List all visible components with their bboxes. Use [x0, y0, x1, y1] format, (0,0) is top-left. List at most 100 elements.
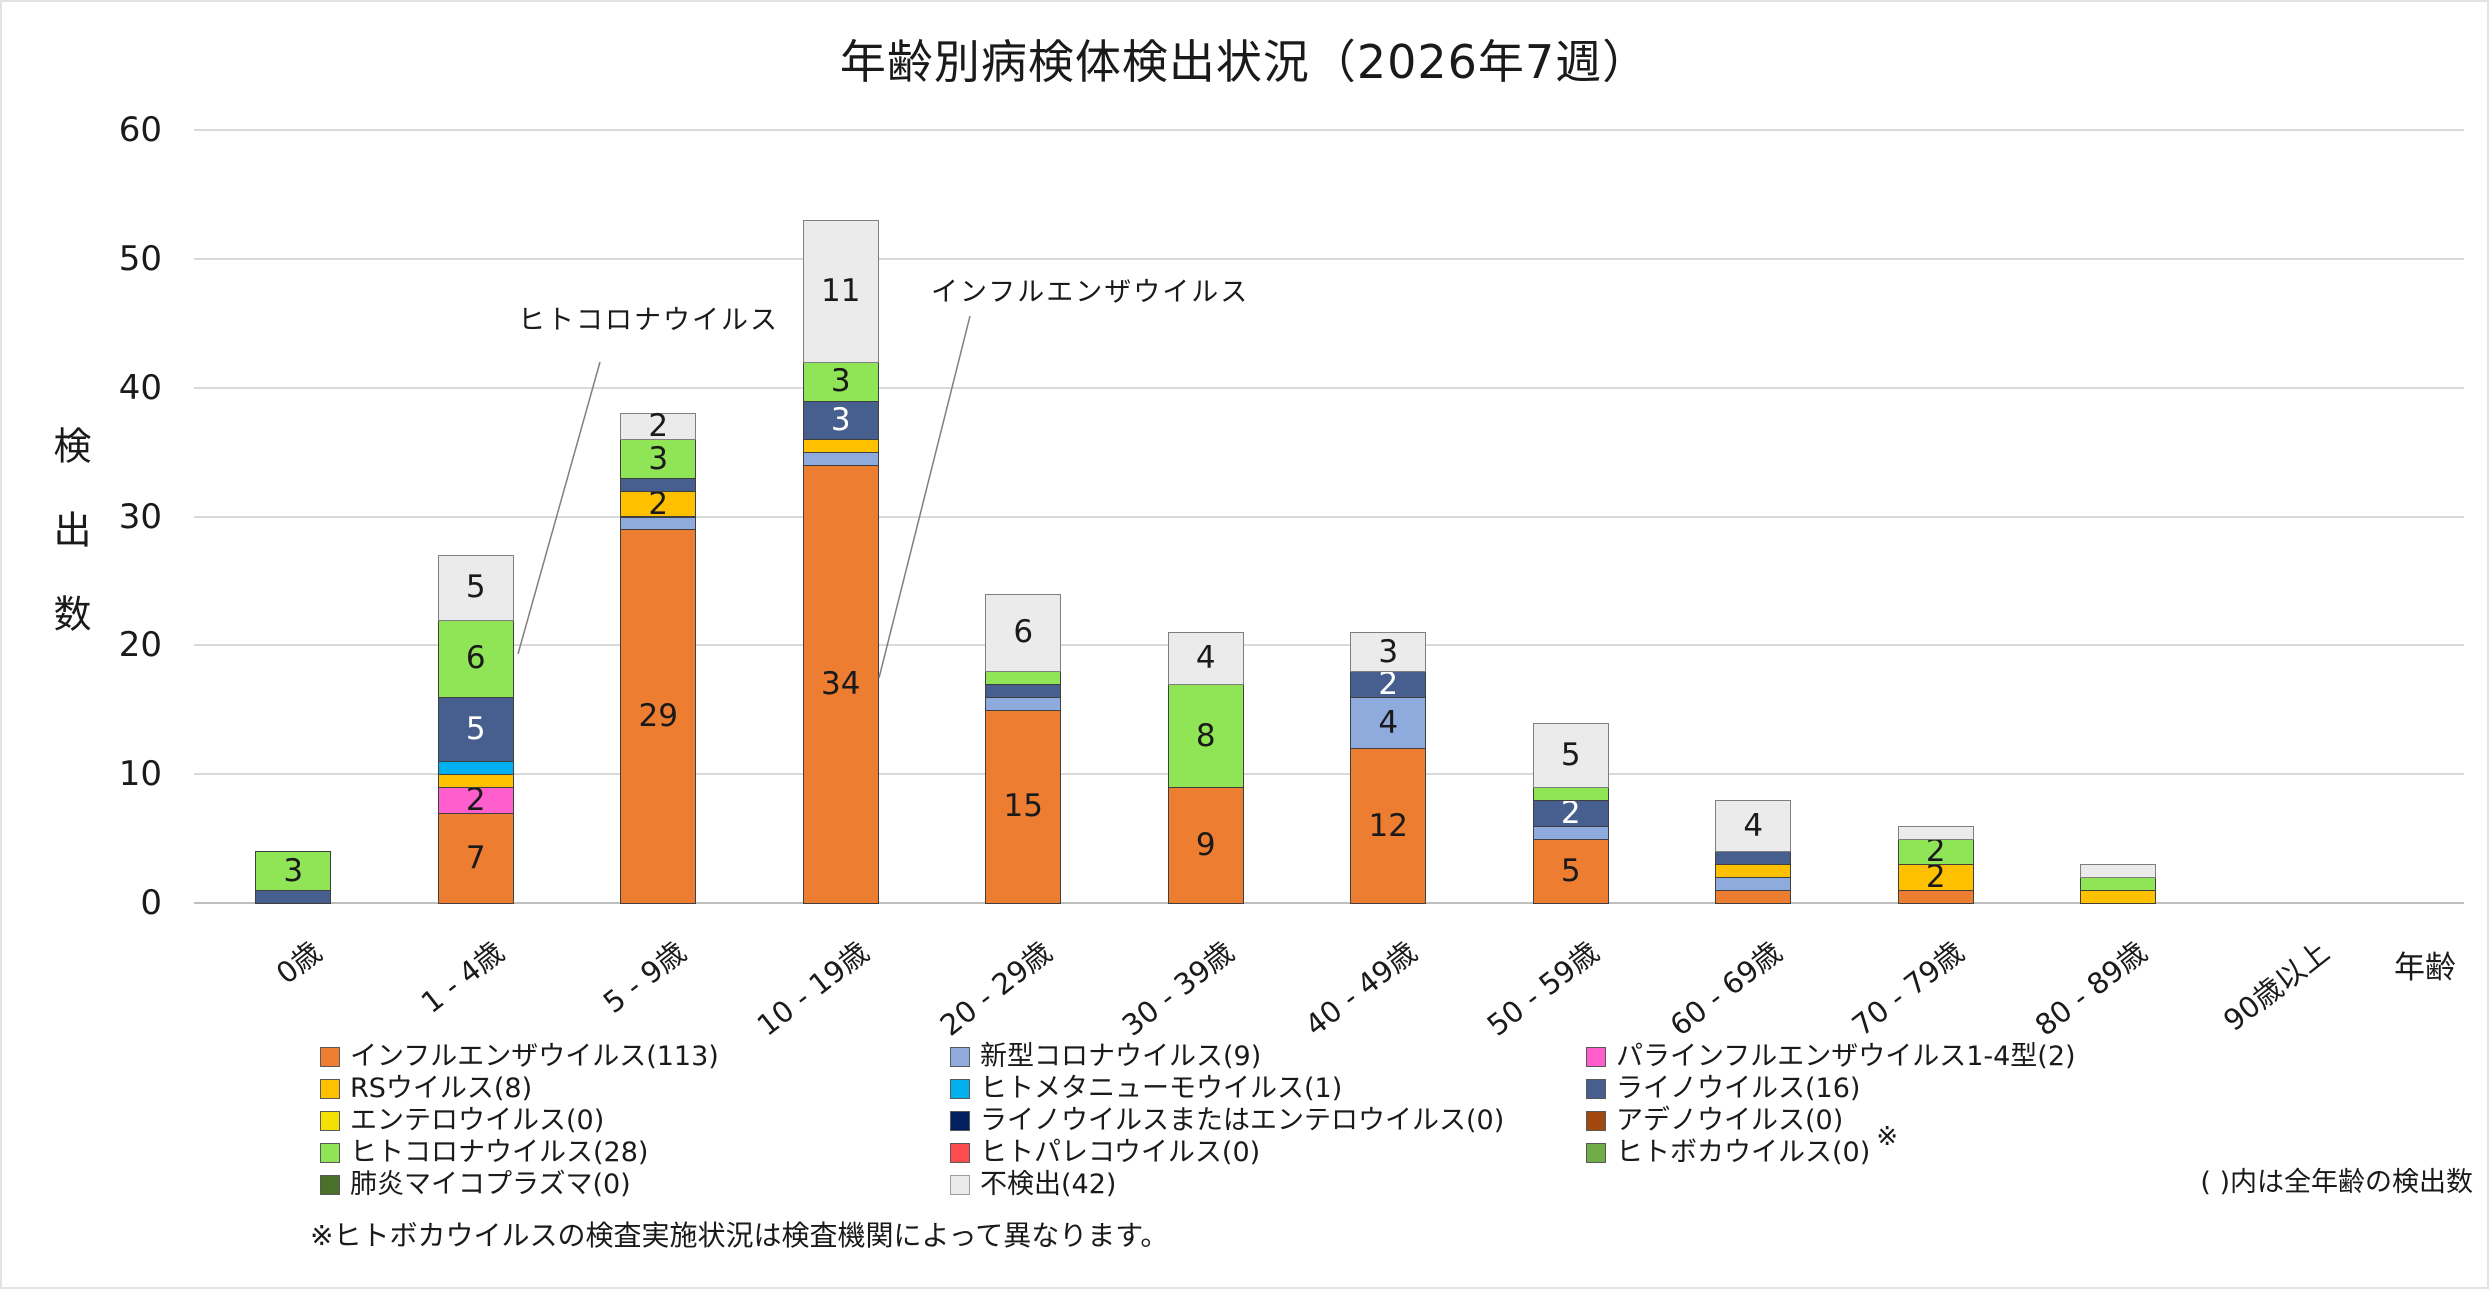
x-axis-label: 10 - 19歳: [750, 934, 876, 1043]
bar-segment: [802, 439, 879, 454]
legend-swatch: [1586, 1079, 1606, 1099]
segment-label: 2: [1925, 859, 1946, 896]
bar-segment: [985, 683, 1062, 698]
legend-swatch: [950, 1175, 970, 1195]
bar-segment: [1715, 799, 1792, 853]
segment-label: 6: [465, 640, 486, 677]
legend-label: 新型コロナウイルス(9): [980, 1041, 1262, 1072]
bar-segment: [985, 696, 1062, 711]
x-axis-label: 60 - 69歳: [1663, 934, 1788, 1043]
segment-label: 7: [465, 839, 486, 876]
x-axis-label: 20 - 29歳: [933, 934, 1058, 1043]
legend-swatch: [320, 1175, 340, 1195]
legend-label: パラインフルエンザウイルス1-4型(2): [1616, 1041, 2076, 1072]
segment-label: 3: [648, 440, 669, 477]
segment-label: 3: [1378, 633, 1399, 670]
segment-label: 6: [1013, 614, 1034, 651]
legend-label: エンテロウイルス(0): [350, 1105, 605, 1136]
gridline: [194, 257, 2464, 260]
bar-segment: [2080, 864, 2157, 879]
y-tick-label: 10: [118, 754, 162, 795]
legend-swatch: [1586, 1143, 1606, 1163]
bar-segment: [620, 439, 697, 479]
legend-swatch: [320, 1111, 340, 1131]
segment-label: 2: [648, 408, 669, 445]
y-tick-label: 50: [118, 238, 162, 279]
bar-segment: [802, 400, 879, 441]
leader-line-influenza: [878, 315, 971, 679]
x-axis-line: [194, 902, 2464, 904]
y-tick-label: 0: [140, 883, 162, 923]
legend-label: ヒトコロナウイルス(28): [350, 1137, 649, 1168]
segment-label: 2: [1560, 794, 1581, 831]
bar-segment: [1167, 683, 1244, 789]
bar-segment: [1897, 825, 1974, 840]
bar-segment: [802, 220, 879, 363]
x-axis-label: 80 - 89歳: [2028, 934, 2153, 1043]
legend-swatch: [950, 1047, 970, 1067]
legend-label: 肺炎マイコプラズマ(0): [350, 1169, 631, 1200]
segment-label: 2: [465, 781, 486, 818]
legend-label: インフルエンザウイルス(113): [350, 1041, 719, 1072]
bar-segment: [620, 477, 697, 492]
y-tick-label: 20: [118, 625, 162, 666]
segment-label: 5: [1560, 736, 1581, 773]
legend-label: ヒトメタニューモウイルス(1): [980, 1073, 1343, 1104]
bar-segment: [255, 851, 332, 892]
bar-segment: [1715, 851, 1792, 866]
bar-segment: [1167, 632, 1244, 685]
annotation-influenza-label: インフルエンザウイルス: [931, 277, 1250, 308]
x-axis-label: 70 - 79歳: [1845, 934, 1971, 1043]
legend-swatch: [320, 1079, 340, 1099]
bar-segment: [437, 812, 514, 904]
gridline: [194, 773, 2464, 776]
bar-segment: [802, 452, 879, 466]
chart-title: 年齢別病検体検出状況（2026年7週）: [839, 35, 1650, 89]
segment-label: 11: [821, 273, 861, 310]
bar-segment: [437, 761, 514, 776]
bar-segment: [620, 413, 697, 441]
legend-swatch: [1586, 1111, 1606, 1131]
legend-swatch: [950, 1111, 970, 1131]
x-axis-label: 40 - 49歳: [1298, 934, 1423, 1043]
bar-segment: [1350, 748, 1427, 904]
segment-label: 2: [648, 485, 669, 522]
leader-line-corona: [517, 361, 601, 655]
bar-segment: [985, 593, 1062, 673]
segment-label: 3: [830, 363, 851, 400]
legend-label: ヒトパレコウイルス(0): [980, 1137, 1261, 1168]
bar-segment: [985, 709, 1062, 904]
segment-label: 4: [1195, 640, 1216, 677]
legend-swatch: [320, 1047, 340, 1067]
y-tick-label: 40: [118, 367, 162, 408]
legend-label: ライノウイルス(16): [1616, 1073, 1861, 1104]
bar-segment: [802, 361, 879, 402]
x-axis-label: 5 - 9歳: [597, 934, 693, 1020]
gridline: [194, 515, 2464, 518]
segment-label: 5: [1560, 852, 1581, 889]
gridline: [194, 386, 2464, 389]
legend-label: ヒトボカウイルス(0) ※: [1616, 1122, 1899, 1168]
bar-segment: [2080, 890, 2157, 904]
legend-swatch: [320, 1143, 340, 1163]
bar-segment: [437, 555, 514, 621]
segment-label: 3: [283, 852, 304, 889]
segment-label: 5: [465, 711, 486, 748]
legend-label: 不検出(42): [980, 1169, 1117, 1200]
y-tick-label: 60: [118, 110, 162, 150]
x-axis-label: 50 - 59歳: [1480, 934, 1606, 1043]
paren-note: ( )内は全年齢の検出数: [2200, 1167, 2473, 1198]
bar-segment: [1350, 632, 1427, 673]
x-axis-label: 1 - 4歳: [414, 934, 511, 1020]
segment-label: 12: [1368, 807, 1408, 844]
bar-segment: [437, 787, 514, 814]
x-axis-title: 年齢: [2394, 950, 2456, 986]
segment-label: 5: [465, 569, 486, 606]
segment-label: 9: [1195, 827, 1216, 864]
bar-segment: [1532, 787, 1609, 801]
gridline: [194, 129, 2464, 131]
bar-segment: [1532, 799, 1609, 827]
bar-segment: [1532, 722, 1609, 789]
segment-label: 4: [1378, 704, 1399, 741]
